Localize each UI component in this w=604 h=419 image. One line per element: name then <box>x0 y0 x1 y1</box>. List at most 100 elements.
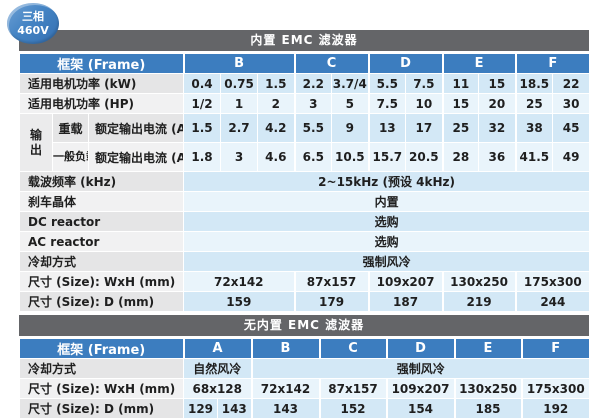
brake-chopper-value: 内置 <box>183 191 591 212</box>
normal-duty-label: 一般负载 <box>52 142 89 172</box>
frame-header-row: 框架 (Frame) B C D E F <box>18 53 591 74</box>
cell: 5.5 <box>293 113 333 143</box>
cell: 22 <box>552 73 591 94</box>
cell: 10.5 <box>331 142 370 172</box>
row-label: 冷却方式 <box>19 358 184 379</box>
cooling-rest-value: 强制风冷 <box>250 358 590 379</box>
cell: 175x300 <box>514 271 591 292</box>
cell: 185 <box>453 398 522 419</box>
cell: 4.2 <box>257 113 296 143</box>
cell: 0.4 <box>183 73 222 94</box>
cell: 17 <box>405 113 444 143</box>
dc-reactor-row: DC reactor 选购 <box>18 211 591 232</box>
cell: 7.5 <box>367 93 407 114</box>
rated-current-label: 额定输出电流 (A) <box>87 113 185 143</box>
cell: 87x157 <box>293 271 370 292</box>
row-label: 载波频率 (kHz) <box>18 171 185 192</box>
frame-col-E: E <box>441 53 517 74</box>
cell: 1.8 <box>183 142 222 172</box>
cell: 9 <box>331 113 370 143</box>
rated-current-label: 额定输出电流 (A) <box>87 142 185 172</box>
cell: 1/2 <box>183 93 222 114</box>
cell: 11 <box>441 73 480 94</box>
row-label: 适用电机功率 (kW) <box>18 73 185 94</box>
dc-reactor-value: 选购 <box>183 211 591 232</box>
cell: 1.5 <box>257 73 296 94</box>
cell: 15.7 <box>367 142 407 172</box>
cell: 3 <box>293 93 333 114</box>
cell: 1 <box>220 93 259 114</box>
cell: 28 <box>441 142 480 172</box>
cell: 5 <box>331 93 370 114</box>
cell: 20 <box>478 93 517 114</box>
cooling-row: 冷却方式 自然风冷 强制风冷 <box>19 358 590 379</box>
ac-reactor-value: 选购 <box>183 231 591 252</box>
cell: 49 <box>552 142 591 172</box>
cell: 152 <box>318 398 387 419</box>
cell: 219 <box>441 291 517 312</box>
cell: 32 <box>478 113 517 143</box>
carrier-frequency-value: 2~15kHz (预设 4kHz) <box>183 171 591 192</box>
motor-power-kw-row: 适用电机功率 (kW) 0.4 0.75 1.5 2.2 3.7/4 5.5 7… <box>18 73 591 94</box>
cell: 13 <box>367 113 407 143</box>
row-label: 尺寸 (Size): D (mm) <box>19 398 184 419</box>
frame-col-F: F <box>514 53 591 74</box>
cell: 72x142 <box>250 378 320 399</box>
size-depth-row: 尺寸 (Size): D (mm) 159 179 187 219 244 <box>18 291 591 312</box>
frame-col-D: D <box>385 338 455 359</box>
cell: 6.5 <box>293 142 333 172</box>
phase-voltage-badge: 三相 460V <box>7 3 59 44</box>
cell: 244 <box>514 291 591 312</box>
row-label: 尺寸 (Size): D (mm) <box>18 291 185 312</box>
row-label: 尺寸 (Size): WxH (mm) <box>19 378 184 399</box>
output-heavy-row: 输出 重载 额定输出电流 (A) 1.5 2.7 4.2 5.5 9 13 17… <box>19 113 591 172</box>
badge-phase-label: 三相 <box>22 9 44 23</box>
cell: 5.5 <box>367 73 407 94</box>
cell: 143 <box>250 398 320 419</box>
cell: 20.5 <box>405 142 444 172</box>
cell: 154 <box>385 398 455 419</box>
cell: 87x157 <box>318 378 387 399</box>
row-label: 刹车晶体 <box>18 191 185 212</box>
cell: 2.2 <box>293 73 333 94</box>
row-label: 尺寸 (Size): WxH (mm) <box>18 271 185 292</box>
cell: 2.7 <box>220 113 259 143</box>
motor-power-hp-row: 适用电机功率 (HP) 1/2 1 2 3 5 7.5 10 15 20 25 … <box>18 93 591 114</box>
frame-col-A: A <box>182 338 252 359</box>
cell: 41.5 <box>514 142 554 172</box>
size-wxh-row: 尺寸 (Size): WxH (mm) 72x142 87x157 109x20… <box>18 271 591 292</box>
cell: 30 <box>552 93 591 114</box>
badge-voltage-label: 460V <box>17 23 49 37</box>
cell: 187 <box>367 291 444 312</box>
frame-col-B: B <box>250 338 320 359</box>
row-label: DC reactor <box>18 211 185 232</box>
cell: 192 <box>520 398 590 419</box>
brake-chopper-row: 刹车晶体 内置 <box>18 191 591 212</box>
cooling-value: 强制风冷 <box>183 251 591 272</box>
cell: 143 <box>217 398 252 419</box>
cell: 1.5 <box>183 113 222 143</box>
cell: 109x207 <box>367 271 444 292</box>
no-emc-table: 框架 (Frame) A B C D E F 冷却方式 自然风冷 强制风冷 尺寸… <box>19 338 590 419</box>
cell: 18.5 <box>514 73 554 94</box>
frame-col-D: D <box>367 53 444 74</box>
section1-title-bar: 内置 EMC 滤波器 <box>19 30 589 51</box>
cell: 3 <box>220 142 259 172</box>
frame-col-B: B <box>182 53 296 74</box>
frame-col-E: E <box>453 338 522 359</box>
frame-col-C: C <box>318 338 387 359</box>
heavy-duty-label: 重载 <box>52 113 89 143</box>
cell: 68x128 <box>183 378 252 399</box>
cell: 25 <box>441 113 480 143</box>
cell: 4.6 <box>257 142 296 172</box>
row-label: 适用电机功率 (HP) <box>18 93 185 114</box>
cell: 179 <box>293 291 370 312</box>
cell: 130x250 <box>453 378 522 399</box>
frame-header-label: 框架 (Frame) <box>18 53 185 74</box>
spec-sheet: 内置 EMC 滤波器 框架 (Frame) B C D E F 适用电机功率 (… <box>18 30 591 419</box>
row-label: AC reactor <box>18 231 185 252</box>
cell: 130x250 <box>441 271 517 292</box>
size-depth-row: 尺寸 (Size): D (mm) 129 143 143 152 154 18… <box>19 398 590 419</box>
frame-col-C: C <box>293 53 370 74</box>
cell: 3.7/4 <box>331 73 370 94</box>
